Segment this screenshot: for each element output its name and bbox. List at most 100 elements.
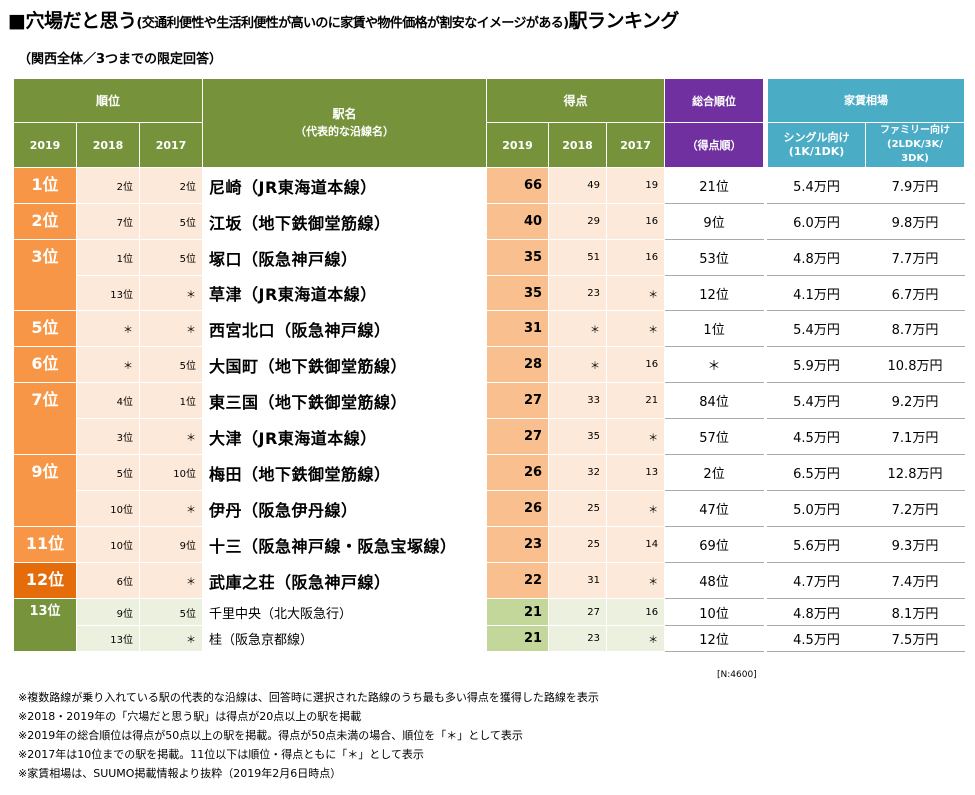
points-2019: 40 <box>486 203 550 240</box>
rent-single: 5.9万円 <box>767 346 866 383</box>
points-2019: 22 <box>486 562 550 599</box>
header-family-sub: (2LDK/3K/ <box>887 139 943 150</box>
table-row: 9位 5位 10位 梅田（地下鉄御堂筋線） 26 32 13 2位 <box>13 454 765 527</box>
points-2018: 23 <box>548 625 608 652</box>
points-2019: 21 <box>486 598 550 626</box>
sample-size: [N:4600] <box>717 670 757 680</box>
points-2017: 16 <box>606 203 666 240</box>
points-2018: 49 <box>548 167 608 204</box>
rank-2019: 12位 <box>13 562 77 599</box>
rent-single: 6.0万円 <box>767 203 866 240</box>
table-row: 4.5万円 7.5万円 <box>767 625 965 652</box>
rank-2017: 5位 <box>138 203 204 240</box>
table-row: 6位＊ 5位 大国町（地下鉄御堂筋線） 28 ＊ 16 ＊ <box>13 346 765 383</box>
overall-rank: 57位 <box>664 418 765 455</box>
overall-rank: 1位 <box>664 310 765 347</box>
rank-2018: 13位 <box>76 275 140 311</box>
table-row: 6.5万円 12.8万円 <box>767 454 965 491</box>
footnote: ※家賃相場は、SUUMO掲載情報より抜粋（2019年2月6日時点） <box>18 767 342 780</box>
table-row: 3位＊大津（JR東海道本線） 27 35 ＊ 57位 <box>14 418 765 455</box>
header-station: 駅名 （代表的な沿線名） <box>202 78 488 168</box>
rent-single: 5.4万円 <box>767 167 866 204</box>
points-2019: 21 <box>486 625 550 652</box>
rent-single: 4.1万円 <box>767 275 866 311</box>
rent-family: 10.8万円 <box>865 346 965 383</box>
footnotes: ※複数路線が乗り入れている駅の代表的な沿線は、回答時に選択された路線のうち最も多… <box>18 688 599 783</box>
rank-2018: 10位 <box>76 490 140 527</box>
rent-family: 8.7万円 <box>865 310 965 347</box>
station-name: 尼崎（JR東海道本線） <box>202 167 488 204</box>
header-rank-2017: 2017 <box>138 122 204 168</box>
header-family: ファミリー向け (2LDK/3K/3DK) <box>865 122 965 168</box>
table-row: 5.6万円 9.3万円 <box>767 526 965 563</box>
rent-family: 7.9万円 <box>865 167 965 204</box>
rent-single: 4.8万円 <box>767 239 866 276</box>
header-rank-2019: 2019 <box>13 122 77 168</box>
footnote: ※複数路線が乗り入れている駅の代表的な沿線は、回答時に選択された路線のうち最も多… <box>18 691 599 704</box>
station-name: 草津（JR東海道本線） <box>202 275 488 311</box>
table-row: 10位＊伊丹（阪急伊丹線） 26 25 ＊ 47位 <box>14 490 765 527</box>
header-family-sub2: 3DK) <box>901 153 929 164</box>
rent-family: 7.4万円 <box>865 562 965 599</box>
overall-rank: 2位 <box>664 454 765 491</box>
rank-2017: ＊ <box>138 625 204 652</box>
table-row: 13位＊草津（JR東海道本線） 35 23 ＊ 12位 <box>14 275 765 311</box>
points-2019: 35 <box>486 275 550 311</box>
points-2017: 13 <box>606 454 666 491</box>
overall-rank: 21位 <box>664 167 765 204</box>
rank-2019: 1位 <box>13 167 77 204</box>
points-2017: 21 <box>606 382 666 419</box>
station-name: 伊丹（阪急伊丹線） <box>202 490 488 527</box>
table-row: 5.0万円 7.2万円 <box>767 490 965 527</box>
header-rent: 家賃相場 <box>767 78 965 123</box>
points-2019: 26 <box>486 454 550 491</box>
rank-2017: 9位 <box>138 526 204 563</box>
points-2019: 28 <box>486 346 550 383</box>
title-lead: ■穴場だと思う <box>8 10 137 32</box>
rank-2017: ＊ <box>138 562 204 599</box>
points-2019: 26 <box>486 490 550 527</box>
table-row: 2位 7位 5位 江坂（地下鉄御堂筋線） 40 29 16 9位 <box>13 203 765 240</box>
rent-single: 5.0万円 <box>767 490 866 527</box>
rent-family: 7.5万円 <box>865 625 965 652</box>
points-2018: 31 <box>548 562 608 599</box>
rank-2018: 7位 <box>76 203 140 240</box>
station-name: 大津（JR東海道本線） <box>202 418 488 455</box>
table-row: 4.8万円 8.1万円 <box>767 598 965 626</box>
rank-2018: 13位 <box>76 625 140 652</box>
rent-family: 9.8万円 <box>865 203 965 240</box>
rank-2018: ＊ <box>76 310 140 347</box>
rank-2019: 13位 <box>13 598 77 652</box>
points-2017: ＊ <box>606 562 666 599</box>
rent-family: 6.7万円 <box>865 275 965 311</box>
table-row: 7位 4位 1位 東三国（地下鉄御堂筋線） 27 33 21 84位 <box>13 382 765 455</box>
header-points-2017: 2017 <box>606 122 666 168</box>
station-name: 江坂（地下鉄御堂筋線） <box>202 203 488 240</box>
rent-family: 8.1万円 <box>865 598 965 626</box>
overall-rank: 47位 <box>664 490 765 527</box>
overall-rank: 10位 <box>664 598 765 626</box>
rank-2018: 9位 <box>76 598 140 626</box>
rank-2017: ＊ <box>138 418 204 455</box>
rank-2017: 2位 <box>138 167 204 204</box>
rank-2017: 10位 <box>138 454 204 491</box>
rank-2017: ＊ <box>138 275 204 311</box>
points-2017: 14 <box>606 526 666 563</box>
page-title: ■穴場だと思う(交通利便性や生活利便性が高いのに家賃や物件価格が割安なイメージが… <box>8 6 679 33</box>
rank-2019: 7位 <box>13 382 77 455</box>
overall-rank: 53位 <box>664 239 765 276</box>
points-2018: 23 <box>548 275 608 311</box>
points-2019: 35 <box>486 239 550 276</box>
points-2019: 27 <box>486 418 550 455</box>
header-overall: 総合順位 <box>664 78 765 123</box>
title-paren: (交通利便性や生活利便性が高いのに家賃や物件価格が割安なイメージがある) <box>136 16 569 31</box>
points-2018: 27 <box>548 598 608 626</box>
table-row: 12位 6位＊武庫之荘（阪急神戸線） 22 31 ＊ 48位 <box>13 562 765 599</box>
rank-2017: ＊ <box>138 490 204 527</box>
points-2019: 27 <box>486 382 550 419</box>
station-name: 西宮北口（阪急神戸線） <box>202 310 488 347</box>
rent-family: 7.2万円 <box>865 490 965 527</box>
station-name: 梅田（地下鉄御堂筋線） <box>202 454 488 491</box>
header-station-label: 駅名 <box>332 107 357 121</box>
rank-2018: 5位 <box>76 454 140 491</box>
